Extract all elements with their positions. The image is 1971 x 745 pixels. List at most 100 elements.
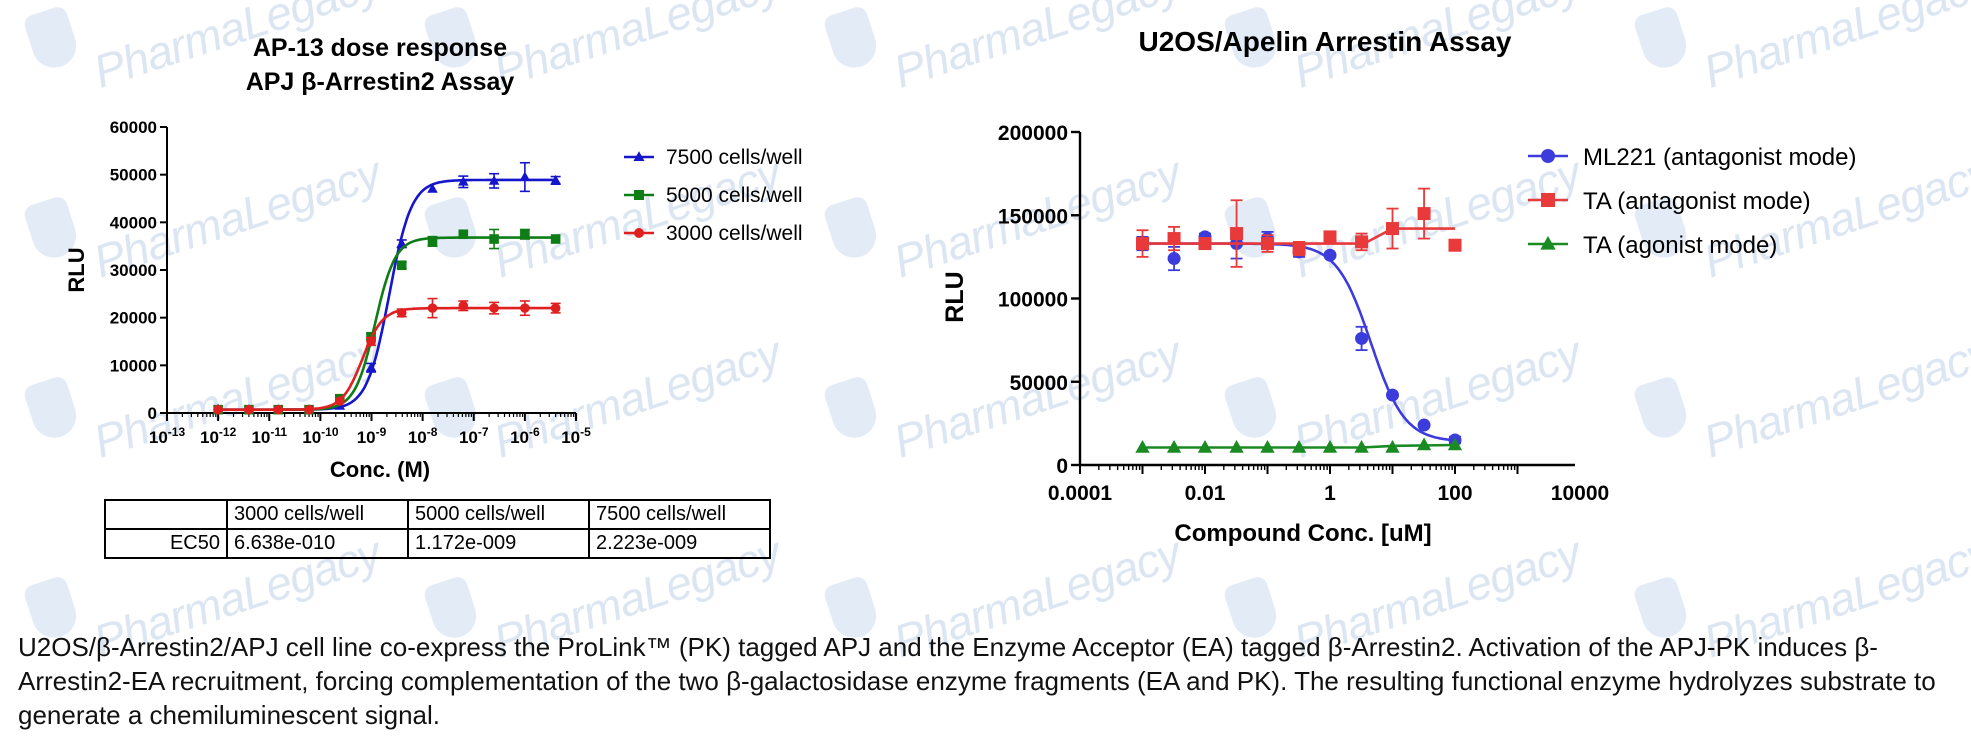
fit-curve [1142,242,1456,442]
data-point [1447,437,1463,451]
data-point [489,234,499,244]
data-point [213,404,223,415]
chart-ap13-dose-response: AP-13 dose response APJ β-Arrestin2 Assa… [64,34,803,482]
assay-description: U2OS/β-Arrestin2/APJ cell line co-expres… [18,632,1936,730]
data-point [1291,440,1307,453]
y-axis-title: RLU [941,271,969,322]
table-cell: 1.172e-009 [407,528,590,559]
legend-label: 5000 cells/well [666,184,803,207]
ec50-table: 3000 cells/well 5000 cells/well 7500 cel… [104,499,771,559]
data-point [633,151,645,161]
data-point [427,183,438,193]
data-point [1417,418,1431,432]
data-point [396,308,407,318]
data-point [1355,331,1369,345]
legend-label: 7500 cells/well [666,146,803,169]
x-tick-label: 10-9 [357,425,387,447]
chart-u2os-apelin-arrestin: U2OS/Apelin Arrestin Assay 0 50000 100000 1… [941,26,1857,547]
x-axis-title: Compound Conc. [uM] [1174,520,1431,547]
y-tick-label: 30000 [110,261,157,280]
plot-area: 0 50000 100000 150000 200000 0.0001 0.01 1 100 10… [998,122,1609,505]
data-point [550,303,561,313]
data-point [1386,388,1399,402]
data-point [489,303,499,313]
legend-label: 3000 cells/well [666,222,803,245]
x-axis-title: Conc. (M) [330,457,430,482]
table-row-label: EC50 [104,528,228,559]
data-point [1167,232,1181,246]
data-point [1136,237,1149,251]
table-cell: 6.638e-010 [226,528,409,559]
table-row: EC50 6.638e-010 1.172e-009 2.223e-009 [104,528,771,559]
x-tick-label: 10000 [1551,482,1609,505]
x-tick-label: 0.01 [1185,482,1226,505]
watermark-logo [822,4,882,74]
y-tick-label: 40000 [110,213,157,232]
data-point [1197,440,1213,453]
data-point [1229,440,1244,453]
y-tick-label: 60000 [110,118,157,137]
y-tick-label: 50000 [1010,372,1068,395]
table-header-cell [104,499,228,530]
x-tick-label: 1 [1324,482,1336,505]
table-header-cell: 7500 cells/well [588,499,771,530]
y-tick-label: 20000 [110,309,157,328]
table-cell: 2.223e-009 [588,528,771,559]
x-tick-label: 10-7 [459,425,489,447]
legend-label: ML221 (antagonist mode) [1583,144,1857,171]
data-point [1292,242,1306,256]
x-tick-label: 10-12 [200,425,237,447]
x-tick-label: 10-11 [251,425,287,447]
data-point [550,174,561,185]
x-tick-label: 0.0001 [1048,482,1113,505]
x-tick-label: 10-8 [408,425,438,447]
data-point [427,303,438,313]
data-point [1541,149,1555,163]
x-tick-label: 10-5 [561,425,591,447]
data-point [1417,207,1431,221]
data-point [1386,222,1399,236]
data-point [634,228,644,238]
data-point [1323,230,1337,244]
legend: 7500 cells/well 5000 cells/well 3000 cells… [624,146,803,245]
y-axis-title: RLU [64,247,89,292]
x-tick-label: 100 [1437,482,1472,505]
data-point [244,404,254,415]
data-point [1385,440,1400,453]
chart-title: U2OS/Apelin Arrestin Assay [1139,26,1512,57]
table-header-cell: 5000 cells/well [407,499,590,530]
data-point [335,396,345,406]
data-point [304,404,314,415]
table-header-cell: 3000 cells/well [226,499,409,530]
watermark-logo [822,374,882,444]
y-tick-label: 0 [1056,455,1068,478]
data-point [1540,235,1556,250]
data-point [1260,440,1275,453]
data-point [1135,440,1150,453]
data-point [1354,440,1369,453]
data-point [550,234,561,244]
data-point [396,260,407,271]
data-point [520,303,530,313]
y-tick-label: 0 [148,404,157,423]
y-tick-label: 100000 [998,289,1068,312]
legend: ML221 (antagonist mode) TA (antagonist mo… [1528,144,1857,259]
fit-curve [218,236,556,411]
data-point [458,176,469,186]
data-point [519,171,531,181]
data-point [1323,248,1337,262]
fit-curve [218,178,556,411]
data-point [488,175,500,185]
data-point [365,362,377,372]
y-tick-label: 200000 [998,122,1068,145]
data-point [520,229,530,240]
data-point [634,190,644,200]
data-point [1198,237,1212,251]
data-point [1541,193,1555,207]
y-tick-label: 150000 [998,205,1068,228]
data-point [1448,238,1462,252]
data-point [458,229,469,240]
legend-label: TA (agonist mode) [1583,232,1777,259]
data-point [458,300,469,311]
data-point [1167,252,1181,266]
